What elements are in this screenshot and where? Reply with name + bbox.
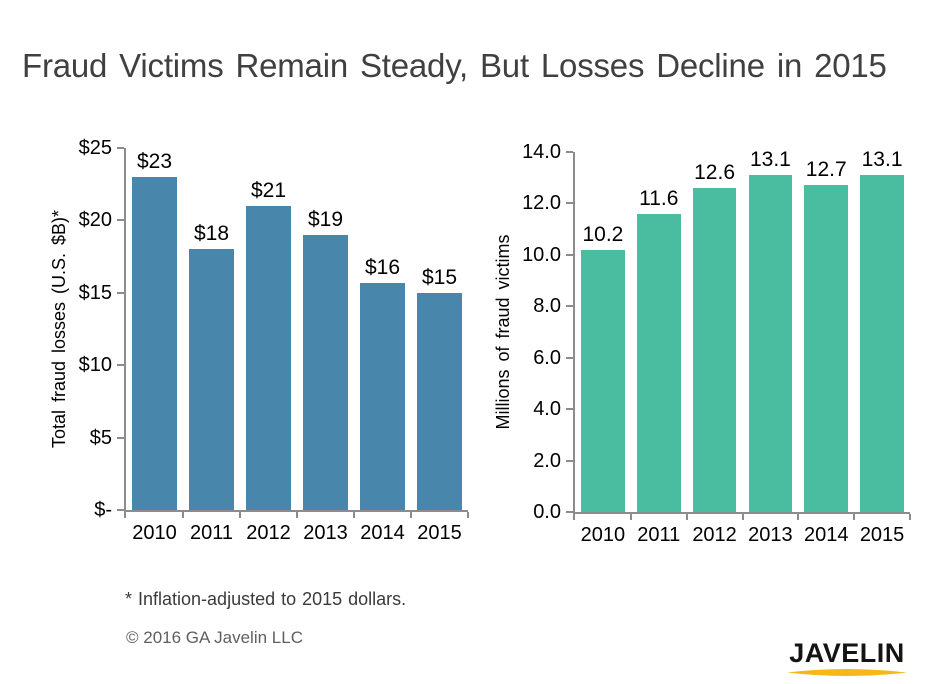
- y-tick-mark: [566, 356, 573, 359]
- bar-value-label: $15: [421, 265, 458, 289]
- x-category-label: 2012: [246, 522, 291, 544]
- bar-2013: [303, 234, 348, 510]
- footnote: * Inflation-adjusted to 2015 dollars.: [125, 589, 407, 609]
- bar-value-label: $21: [250, 178, 287, 202]
- javelin-logo-swoosh-icon: [787, 669, 907, 677]
- x-category-label: 2015: [417, 522, 462, 544]
- x-tick-mark: [909, 514, 911, 520]
- x-tick-mark: [629, 514, 632, 520]
- bar-2014: [360, 282, 405, 510]
- x-tick-mark: [741, 514, 744, 520]
- x-tick-mark: [467, 512, 469, 518]
- y-tick-label: $5: [89, 426, 112, 449]
- bar-value-label: $19: [307, 207, 344, 231]
- y-tick-label: 14.0: [522, 141, 561, 163]
- page-title: Fraud Victims Remain Steady, But Losses …: [22, 47, 887, 84]
- y-tick-mark: [117, 219, 124, 222]
- x-tick-mark: [182, 512, 184, 518]
- y-tick-mark: [566, 202, 573, 205]
- bar-value-label: 13.1: [861, 148, 903, 172]
- y-tick-label: 4.0: [533, 398, 561, 421]
- x-tick-mark: [296, 512, 298, 518]
- y-axis-title: Millions of fraud victims: [493, 234, 513, 430]
- y-tick-mark: [117, 436, 124, 439]
- y-tick-mark: [566, 459, 573, 462]
- y-tick-label: 10.0: [522, 243, 561, 266]
- y-tick-label: 6.0: [533, 346, 561, 369]
- bar-2011: [189, 249, 234, 510]
- x-category-label: 2011: [637, 524, 681, 546]
- javelin-logo: JAVELIN: [786, 639, 908, 677]
- x-category-label: 2013: [303, 522, 348, 544]
- bar-2015: [860, 175, 904, 512]
- y-tick-label: $-: [94, 499, 112, 521]
- y-tick-label: 8.0: [533, 295, 561, 318]
- y-tick-mark: [117, 364, 124, 367]
- bar-2015: [417, 292, 462, 510]
- swoosh-shape: [787, 669, 907, 677]
- x-tick-mark: [353, 512, 355, 518]
- bar-value-label: 12.7: [805, 158, 847, 182]
- bar-value-label: 11.6: [639, 186, 679, 210]
- x-category-label: 2015: [859, 524, 905, 546]
- bar-value-label: 12.6: [694, 161, 735, 184]
- bar-2010: [132, 176, 177, 510]
- bar-2012: [246, 205, 291, 510]
- x-axis-line: [573, 512, 910, 514]
- x-tick-mark: [573, 514, 575, 520]
- x-category-label: 2013: [748, 524, 793, 546]
- y-tick-label: $25: [78, 137, 112, 159]
- x-tick-mark: [853, 514, 856, 520]
- bar-2014: [804, 185, 849, 512]
- y-tick-mark: [566, 408, 573, 411]
- y-tick-mark: [566, 305, 573, 308]
- x-tick-mark: [239, 512, 241, 518]
- bar-2013: [748, 175, 793, 512]
- x-category-label: 2014: [360, 522, 405, 544]
- javelin-logo-text: JAVELIN: [789, 638, 905, 668]
- y-tick-label: 2.0: [533, 449, 561, 472]
- y-tick-label: 0.0: [533, 501, 561, 523]
- y-tick-mark: [566, 253, 573, 256]
- bar-value-label: 10.2: [582, 222, 624, 246]
- x-tick-mark: [685, 514, 688, 520]
- x-category-label: 2010: [580, 524, 626, 546]
- x-category-label: 2010: [132, 522, 177, 544]
- x-category-label: 2011: [189, 522, 233, 544]
- y-tick-label: $15: [78, 281, 112, 304]
- bar-value-label: $23: [136, 149, 173, 173]
- y-axis-line: [573, 152, 575, 514]
- y-tick-label: 12.0: [522, 192, 561, 215]
- y-tick-label: $20: [78, 209, 112, 232]
- x-category-label: 2014: [803, 524, 849, 546]
- y-tick-mark: [117, 147, 124, 149]
- y-tick-mark: [117, 291, 124, 294]
- x-tick-mark: [797, 514, 800, 520]
- bar-2012: [692, 188, 737, 512]
- y-tick-mark: [117, 509, 124, 511]
- bar-value-label: $18: [193, 222, 230, 246]
- y-tick-label: $10: [78, 354, 112, 377]
- copyright-notice: © 2016 GA Javelin LLC: [126, 628, 303, 647]
- y-axis-title: Total fraud losses (U.S. $B)*: [49, 209, 69, 449]
- x-tick-mark: [410, 512, 412, 518]
- bar-value-label: 13.1: [749, 148, 791, 172]
- y-tick-mark: [566, 511, 573, 513]
- bar-2011: [636, 213, 681, 512]
- x-tick-mark: [124, 512, 126, 518]
- bar-2010: [581, 249, 625, 512]
- y-tick-mark: [566, 151, 573, 153]
- bar-value-label: $16: [364, 255, 401, 279]
- x-axis-line: [124, 510, 468, 512]
- y-axis-line: [124, 148, 126, 512]
- x-category-label: 2012: [692, 524, 737, 546]
